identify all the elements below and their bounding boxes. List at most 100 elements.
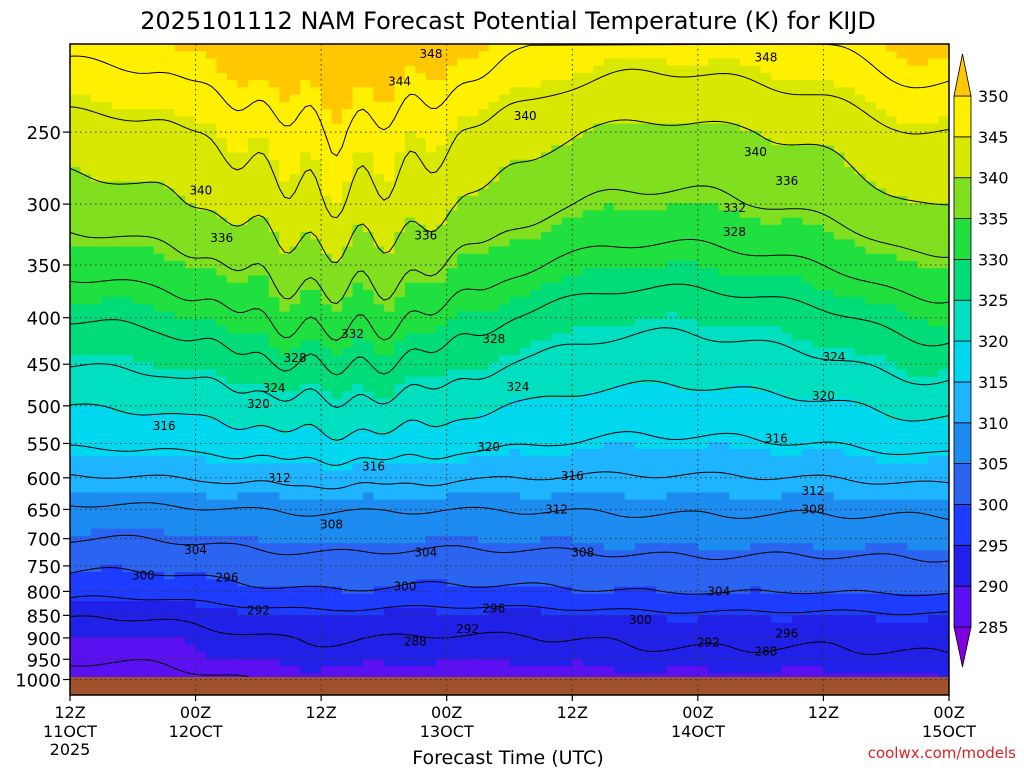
- temperature-cell: [415, 340, 427, 349]
- temperature-cell: [614, 528, 626, 537]
- temperature-cell: [467, 528, 479, 537]
- temperature-cell: [289, 311, 301, 320]
- temperature-cell: [289, 557, 301, 566]
- temperature-cell: [404, 586, 416, 595]
- temperature-cell: [101, 101, 113, 110]
- temperature-cell: [593, 130, 605, 139]
- temperature-cell: [101, 528, 113, 537]
- temperature-cell: [425, 210, 437, 219]
- temperature-cell: [237, 289, 249, 298]
- temperature-cell: [572, 579, 584, 588]
- temperature-cell: [237, 246, 249, 255]
- temperature-cell: [352, 572, 364, 580]
- temperature-cell: [185, 289, 197, 298]
- temperature-cell: [174, 557, 186, 566]
- temperature-cell: [582, 586, 594, 595]
- temperature-cell: [122, 521, 134, 530]
- temperature-cell: [321, 485, 333, 494]
- temperature-cell: [593, 282, 605, 291]
- temperature-cell: [561, 188, 573, 197]
- temperature-cell: [582, 615, 594, 624]
- temperature-cell: [164, 123, 176, 132]
- temperature-cell: [342, 405, 354, 414]
- temperature-cell: [572, 210, 584, 219]
- temperature-cell: [352, 159, 364, 168]
- temperature-cell: [383, 51, 395, 60]
- temperature-cell: [342, 362, 354, 371]
- temperature-cell: [614, 210, 626, 219]
- temperature-cell: [331, 492, 343, 501]
- temperature-cell: [185, 564, 197, 573]
- temperature-cell: [331, 297, 343, 305]
- temperature-cell: [530, 441, 542, 450]
- temperature-cell: [373, 58, 385, 67]
- temperature-cell: [90, 347, 102, 356]
- temperature-cell: [143, 80, 155, 88]
- temperature-cell: [342, 166, 354, 175]
- temperature-cell: [153, 326, 165, 334]
- temperature-cell: [174, 282, 186, 291]
- temperature-cell: [153, 579, 165, 588]
- temperature-cell: [645, 109, 657, 117]
- temperature-cell: [331, 268, 343, 277]
- temperature-cell: [519, 246, 532, 255]
- temperature-cell: [499, 51, 511, 60]
- temperature-cell: [153, 44, 165, 52]
- temperature-cell: [258, 44, 270, 52]
- temperature-cell: [467, 463, 479, 472]
- temperature-cell: [373, 116, 385, 125]
- temperature-cell: [352, 383, 364, 392]
- temperature-cell: [185, 485, 197, 494]
- temperature-cell: [645, 232, 657, 240]
- temperature-cell: [289, 629, 301, 638]
- temperature-cell: [279, 261, 291, 269]
- temperature-cell: [185, 72, 197, 81]
- temperature-cell: [383, 232, 395, 240]
- temperature-cell: [342, 427, 354, 436]
- temperature-cell: [185, 210, 197, 219]
- temperature-cell: [488, 152, 500, 161]
- temperature-cell: [499, 622, 511, 631]
- temperature-cell: [132, 87, 144, 96]
- temperature-cell: [488, 629, 500, 638]
- temperature-cell: [310, 65, 322, 74]
- temperature-cell: [111, 441, 123, 450]
- temperature-cell: [530, 318, 542, 327]
- temperature-cell: [624, 499, 636, 508]
- temperature-cell: [153, 586, 165, 595]
- temperature-cell: [185, 58, 197, 67]
- temperature-cell: [80, 195, 92, 204]
- temperature-cell: [174, 427, 186, 436]
- temperature-cell: [342, 94, 354, 103]
- temperature-cell: [258, 174, 270, 183]
- temperature-cell: [624, 528, 636, 537]
- temperature-cell: [289, 586, 301, 595]
- temperature-cell: [425, 666, 437, 674]
- temperature-cell: [404, 629, 416, 638]
- temperature-cell: [143, 557, 155, 566]
- temperature-cell: [132, 362, 144, 371]
- temperature-cell: [289, 232, 301, 240]
- temperature-cell: [101, 246, 113, 255]
- temperature-cell: [258, 217, 270, 226]
- temperature-cell: [624, 506, 636, 515]
- temperature-cell: [572, 65, 584, 74]
- temperature-cell: [624, 666, 636, 674]
- temperature-cell: [499, 253, 511, 262]
- temperature-cell: [101, 253, 113, 262]
- temperature-cell: [436, 268, 448, 277]
- temperature-cell: [279, 478, 291, 486]
- temperature-cell: [352, 188, 364, 197]
- temperature-cell: [645, 80, 657, 88]
- temperature-cell: [519, 203, 532, 211]
- temperature-cell: [383, 217, 395, 226]
- temperature-cell: [635, 318, 647, 327]
- temperature-cell: [446, 347, 458, 356]
- temperature-cell: [258, 666, 270, 674]
- temperature-cell: [509, 376, 521, 385]
- temperature-cell: [467, 478, 479, 486]
- temperature-cell: [352, 116, 364, 125]
- temperature-cell: [153, 87, 165, 96]
- temperature-cell: [143, 658, 155, 667]
- temperature-cell: [499, 579, 511, 588]
